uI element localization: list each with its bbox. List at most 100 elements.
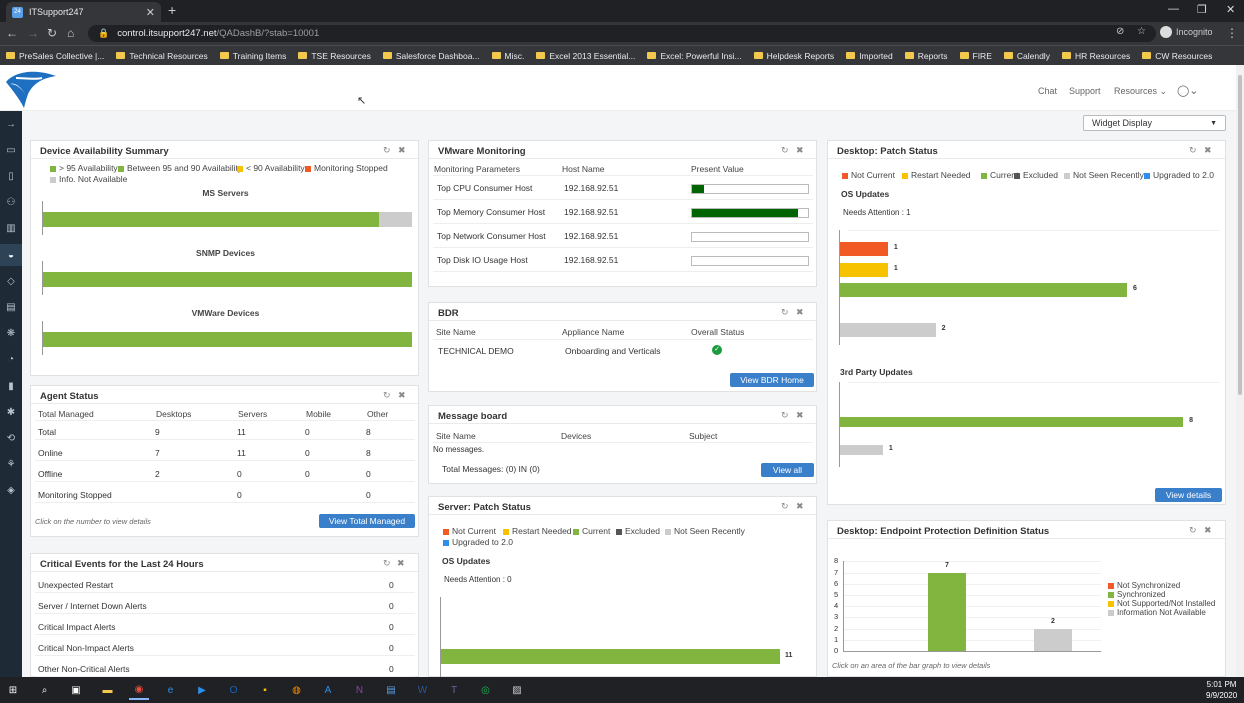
page-scrollbar[interactable]: [1236, 65, 1244, 677]
os-update-bar[interactable]: [840, 242, 888, 256]
support-link[interactable]: Support: [1069, 86, 1101, 96]
outlook-icon[interactable]: O: [229, 684, 238, 696]
view-all-button[interactable]: View all: [761, 463, 814, 477]
sidebar-nav-icon[interactable]: ❋: [6, 328, 16, 340]
new-tab-icon[interactable]: +: [168, 2, 177, 18]
minimize-icon[interactable]: —: [1168, 3, 1179, 15]
agent-count[interactable]: 9: [155, 427, 160, 437]
agent-count[interactable]: 2: [155, 469, 160, 479]
star-icon[interactable]: ☆: [1137, 26, 1146, 37]
bookmark-item[interactable]: Calendly: [1003, 51, 1050, 61]
bookmark-item[interactable]: Helpdesk Reports: [753, 51, 834, 61]
refresh-icon[interactable]: ↻: [383, 145, 391, 155]
vmware-host[interactable]: 192.168.92.51: [564, 207, 619, 217]
sidebar-nav-icon[interactable]: ⚇: [6, 197, 16, 209]
bookmark-item[interactable]: Excel: Powerful Insi...: [647, 51, 742, 61]
event-count[interactable]: 0: [389, 580, 394, 590]
sidebar-nav-icon[interactable]: ▥: [6, 223, 16, 235]
view-total-managed-button[interactable]: View Total Managed: [319, 514, 415, 528]
close-icon[interactable]: ✖: [1204, 145, 1212, 155]
hangouts-icon[interactable]: ◎: [481, 684, 490, 696]
back-icon[interactable]: ←: [6, 26, 18, 40]
endpoint-bar[interactable]: [1034, 628, 1072, 651]
view-bdr-home-button[interactable]: View BDR Home: [730, 373, 814, 387]
endpoint-bar[interactable]: [928, 572, 966, 651]
agent-count[interactable]: 0: [305, 427, 310, 437]
agent-count[interactable]: 0: [237, 490, 242, 500]
vmware-host[interactable]: 192.168.92.51: [564, 255, 619, 265]
sidebar-nav-icon[interactable]: →: [6, 118, 16, 130]
maximize-icon[interactable]: ❐: [1197, 4, 1207, 16]
refresh-icon[interactable]: ↻: [781, 307, 789, 317]
sidebar-nav-icon[interactable]: ▤: [6, 301, 16, 313]
agent-count[interactable]: 0: [305, 469, 310, 479]
bookmark-item[interactable]: Misc.: [491, 51, 524, 61]
bookmark-item[interactable]: FIRE: [959, 51, 992, 61]
bookmark-item[interactable]: Imported: [846, 51, 893, 61]
browser-tab[interactable]: 24 ITSupport247 ✕: [6, 2, 161, 22]
resources-menu[interactable]: Resources ⌄: [1114, 86, 1167, 97]
refresh-icon[interactable]: ↻: [781, 410, 789, 420]
sidebar-nav-icon[interactable]: ▮: [8, 380, 14, 392]
zoom-icon[interactable]: ▶: [198, 684, 206, 696]
sidebar-nav-icon[interactable]: ✱: [6, 406, 16, 418]
close-icon[interactable]: ✖: [398, 390, 406, 400]
sidebar-nav-icon[interactable]: ▭: [6, 144, 16, 156]
vmware-host[interactable]: 192.168.92.51: [564, 183, 619, 193]
window-close-icon[interactable]: ✕: [1226, 4, 1236, 16]
sidebar-nav-icon[interactable]: ◈: [7, 485, 15, 497]
forward-icon[interactable]: →: [27, 26, 39, 40]
bookmark-item[interactable]: Training Items: [219, 51, 286, 61]
browser-icon[interactable]: ◍: [292, 684, 301, 696]
event-count[interactable]: 0: [389, 643, 394, 653]
close-icon[interactable]: ✖: [796, 307, 804, 317]
agent-count[interactable]: 7: [155, 448, 160, 458]
bdr-site-name[interactable]: TECHNICAL DEMO: [438, 346, 514, 356]
availability-bar[interactable]: [43, 332, 412, 347]
chat-link[interactable]: Chat: [1038, 86, 1058, 96]
tab-close-icon[interactable]: ✕: [145, 6, 155, 19]
os-update-bar[interactable]: [840, 263, 888, 277]
document-icon[interactable]: ▨: [512, 684, 522, 696]
chrome-icon[interactable]: ◉: [129, 680, 149, 700]
sticky-notes-icon[interactable]: ▪: [263, 684, 267, 696]
teams-icon[interactable]: T: [450, 684, 458, 696]
availability-bar[interactable]: [43, 272, 412, 287]
user-avatar-icon[interactable]: ◯⌄: [1177, 85, 1199, 97]
vmware-host[interactable]: 192.168.92.51: [564, 231, 619, 241]
close-icon[interactable]: ✖: [397, 558, 405, 568]
refresh-icon[interactable]: ↻: [383, 390, 391, 400]
refresh-icon[interactable]: ↻: [781, 501, 789, 511]
home-icon[interactable]: ⌂: [67, 26, 75, 40]
bookmark-item[interactable]: Excel 2013 Essential...: [536, 51, 635, 61]
third-party-bar[interactable]: [840, 417, 1184, 427]
event-count[interactable]: 0: [389, 664, 394, 674]
sidebar-nav-icon[interactable]: ⟲: [6, 432, 16, 444]
bookmark-item[interactable]: PreSales Collective |...: [6, 51, 104, 61]
refresh-icon[interactable]: ↻: [781, 145, 789, 155]
widget-display-select[interactable]: Widget Display ▼: [1083, 115, 1226, 131]
availability-bar[interactable]: [43, 212, 379, 227]
notepad-icon[interactable]: ▤: [386, 684, 396, 696]
edge-icon[interactable]: e: [167, 684, 174, 696]
menu-icon[interactable]: ⋮: [1226, 26, 1238, 40]
file-explorer-icon[interactable]: ▬: [102, 684, 113, 696]
agent-count[interactable]: 8: [366, 427, 371, 437]
third-party-bar[interactable]: [840, 445, 883, 455]
agent-count[interactable]: 8: [366, 448, 371, 458]
sidebar-nav-icon[interactable]: ⚘: [6, 459, 16, 471]
word-icon[interactable]: W: [417, 684, 428, 696]
bookmark-item[interactable]: Reports: [904, 51, 948, 61]
close-icon[interactable]: ✖: [796, 145, 804, 155]
agent-count[interactable]: 11: [237, 427, 246, 437]
scrollbar-thumb[interactable]: [1238, 75, 1242, 395]
task-view-icon[interactable]: ▣: [71, 684, 81, 696]
eye-off-icon[interactable]: ⊘: [1116, 26, 1125, 37]
info-not-available-bar[interactable]: [378, 212, 412, 227]
close-icon[interactable]: ✖: [796, 501, 804, 511]
agent-count[interactable]: 0: [366, 469, 371, 479]
address-bar[interactable]: 🔒 control.itsupport247.net/QADashB/?stab…: [88, 25, 1156, 42]
system-clock[interactable]: 5:01 PM 9/9/2020: [1206, 679, 1237, 701]
search-icon[interactable]: ⌕: [41, 684, 48, 696]
sidebar-nav-icon[interactable]: ▯: [8, 170, 14, 182]
